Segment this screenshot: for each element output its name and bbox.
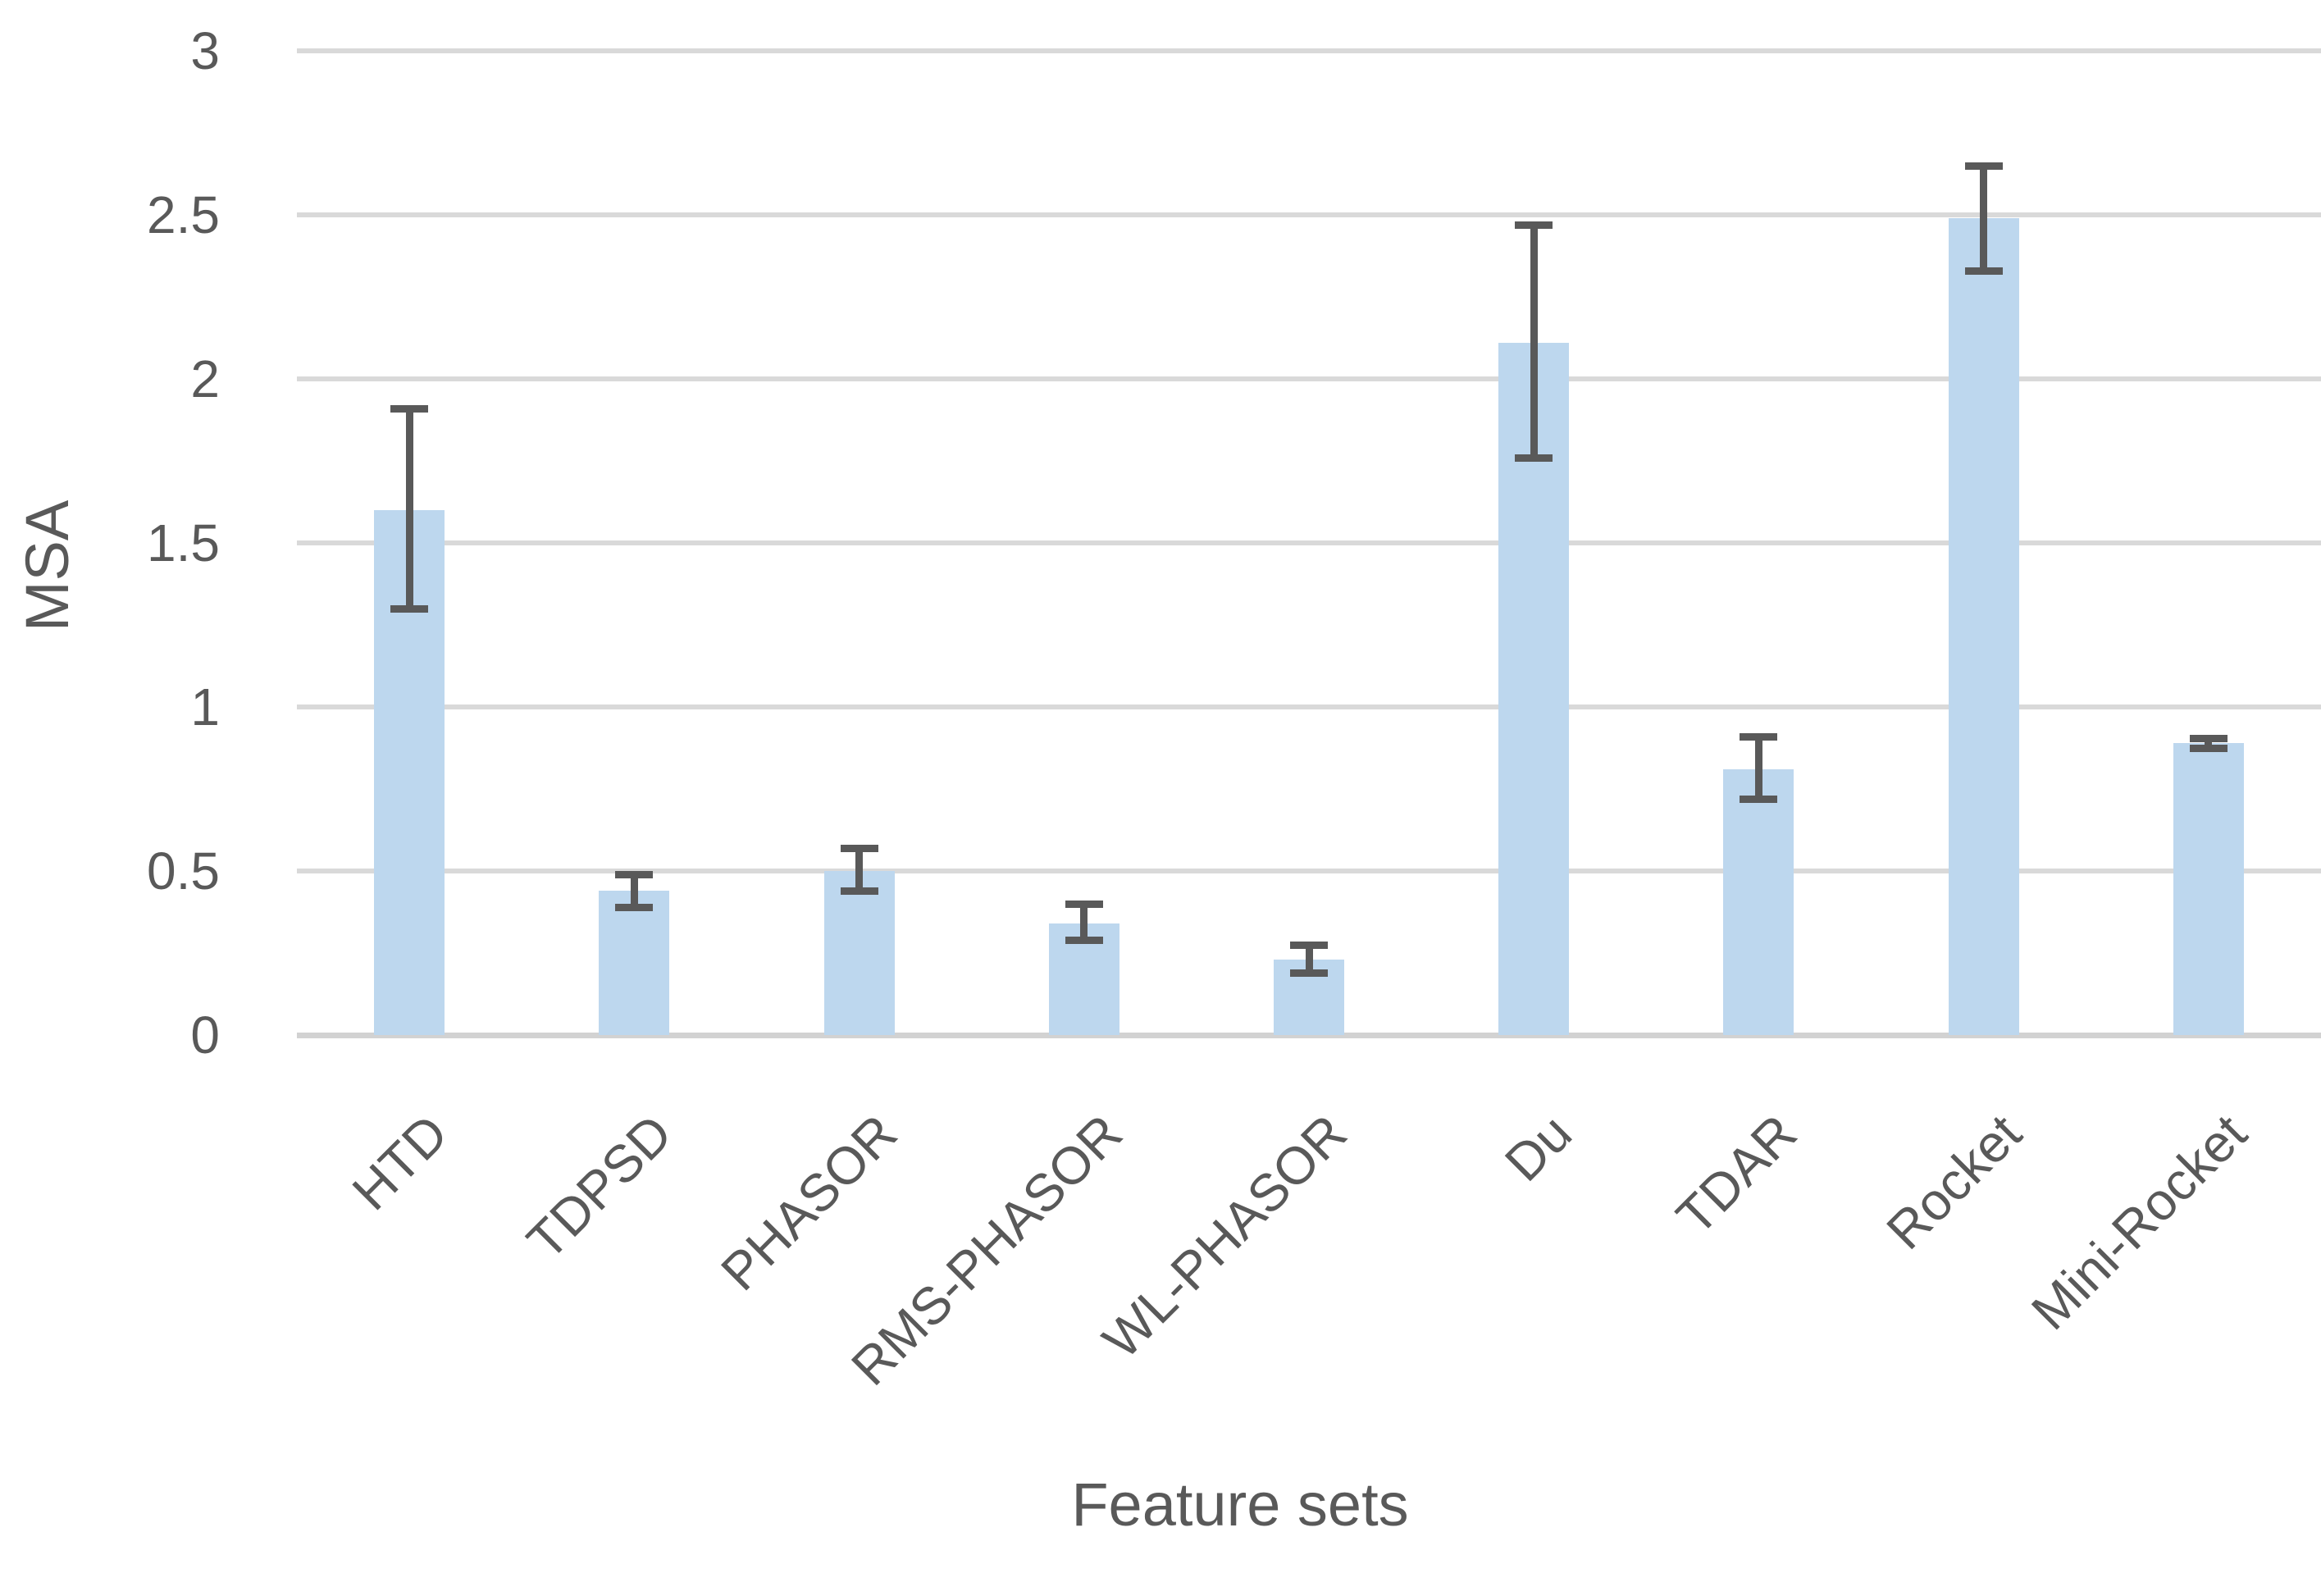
error-bar-cap [1740,795,1778,803]
error-bar-cap [840,844,878,852]
y-tick-label: 1.5 [147,513,220,572]
error-bar-cap [1964,267,2003,275]
error-bar-cap [390,604,429,613]
bar-TDAR [1723,769,1794,1035]
x-axis-line [297,1033,2321,1038]
gridline [297,869,2321,873]
error-bar-cap [2189,744,2228,752]
error-bar-cap [1065,900,1103,908]
y-tick-label: 3 [190,21,220,80]
x-tick-label-Rocket: Rocket [1875,1103,2033,1261]
error-bar-cap [1515,221,1553,229]
gridline [297,212,2321,217]
y-tick-label: 2.5 [147,185,220,244]
bar-Mini-Rocket [2173,743,2244,1035]
error-bar-cap [1964,162,2003,170]
y-tick-label: 0.5 [147,841,220,901]
y-axis-title: MSA [13,499,81,632]
x-tick-label-Mini-Rocket: Mini-Rocket [2020,1103,2258,1341]
x-tick-label-TDAR: TDAR [1665,1103,1808,1247]
bar-Rocket [1948,218,2019,1035]
error-bar-line [2205,738,2213,748]
y-tick-label: 1 [190,677,220,736]
error-bar-cap [390,404,429,413]
error-bar-cap [1065,936,1103,944]
y-tick-label: 0 [190,1005,220,1065]
bar-TDPSD [599,891,670,1035]
error-bar-line [1754,736,1762,799]
error-bar-line [855,848,864,891]
error-bar-cap [1740,732,1778,741]
error-bar-cap [1290,969,1328,977]
x-tick-label-PHASOR: PHASOR [709,1103,909,1302]
error-bar-cap [1290,941,1328,949]
gridline [297,376,2321,381]
gridline [297,48,2321,53]
error-bar-line [405,408,413,609]
error-bar-line [1080,904,1088,940]
error-bar-line [1305,945,1313,973]
bar-PHASOR [823,871,895,1035]
plot-area [297,48,2321,1038]
error-bar-cap [2189,734,2228,742]
gridline [297,540,2321,545]
error-bar-line [630,874,638,907]
x-axis-title: Feature sets [1071,1471,1409,1539]
gridline [297,705,2321,709]
error-bar-line [1980,166,1988,271]
error-bar-cap [615,870,654,878]
error-bar-cap [840,887,878,895]
x-tick-label-TDPSD: TDPSD [516,1103,684,1271]
error-bar-cap [615,903,654,911]
x-tick-label-Du: Du [1493,1103,1584,1192]
error-bar-line [1530,225,1538,458]
y-tick-label: 2 [190,349,220,408]
x-tick-label-HTD: HTD [340,1103,459,1222]
error-bar-cap [1515,454,1553,462]
